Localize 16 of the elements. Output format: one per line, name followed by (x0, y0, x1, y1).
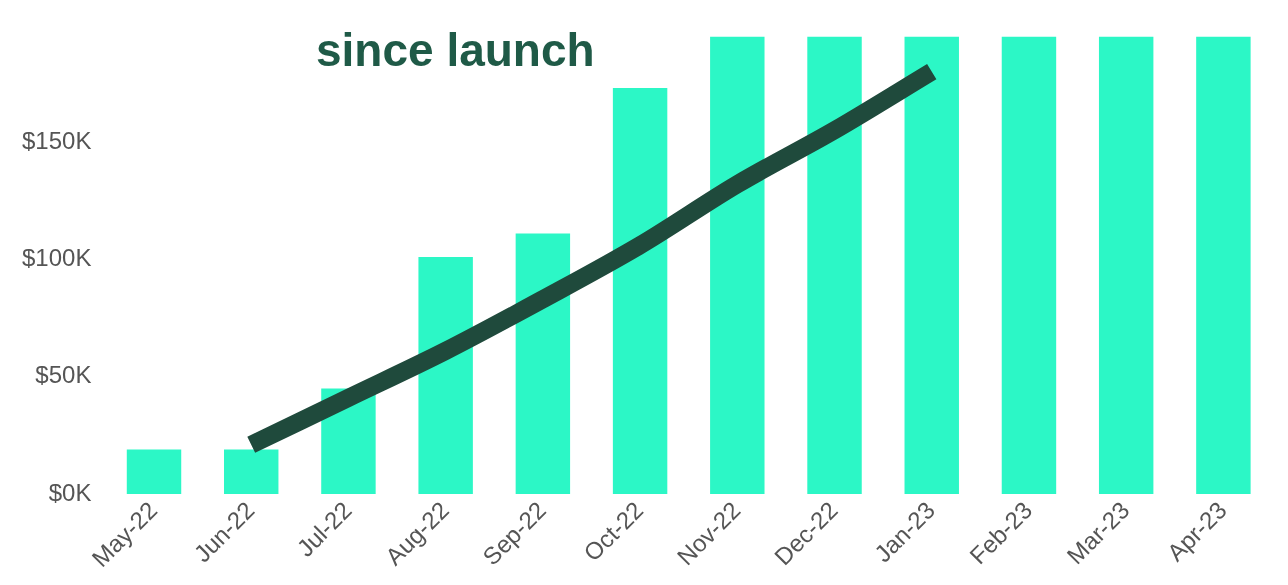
bar (515, 233, 571, 495)
y-tick-label: $50K (35, 361, 92, 389)
bar (126, 449, 182, 495)
y-tick-label: $100K (21, 243, 92, 271)
bar (1001, 36, 1057, 495)
bar (1098, 36, 1154, 495)
bar (1196, 36, 1251, 495)
y-tick-label: $150K (21, 126, 92, 154)
y-tick-label: $0K (48, 478, 92, 506)
bar (807, 36, 862, 495)
bar (224, 449, 279, 495)
bar (612, 88, 668, 495)
bar (418, 257, 473, 495)
chart-title: since launch (316, 23, 595, 76)
bar (710, 36, 765, 495)
bar (904, 36, 959, 495)
